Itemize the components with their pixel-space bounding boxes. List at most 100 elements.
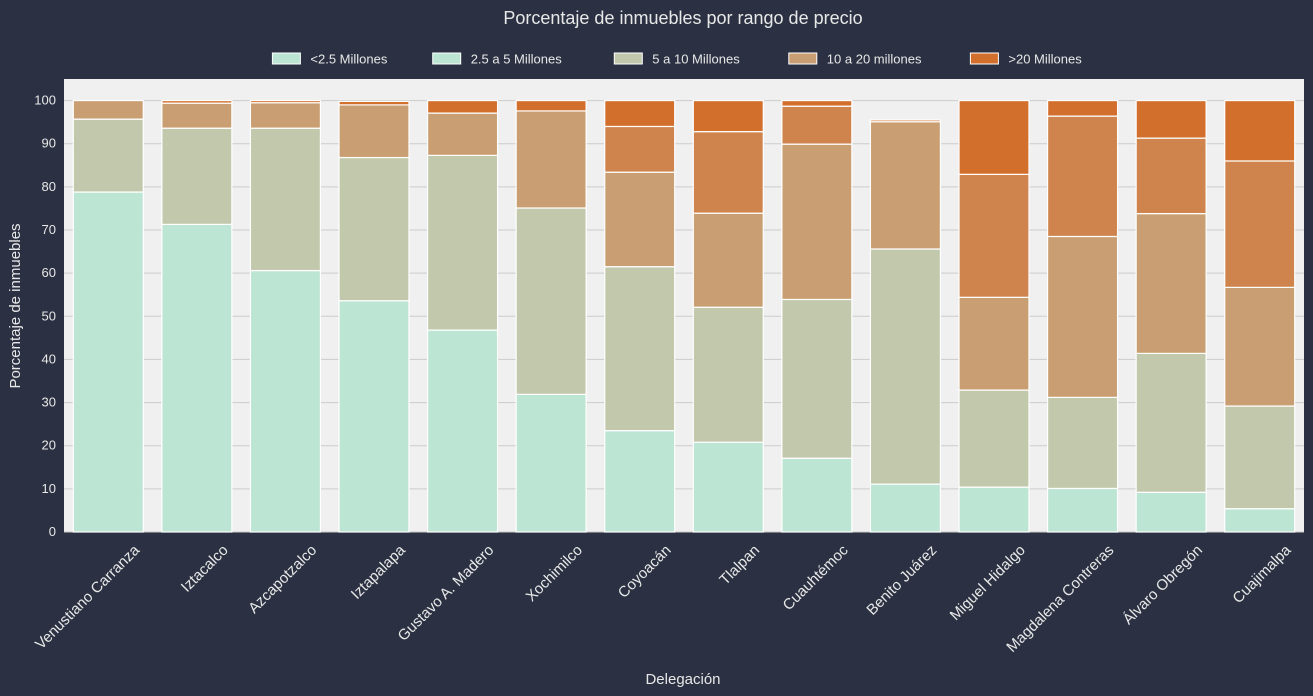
y-tick-label: 50 xyxy=(42,308,56,323)
bar-segment xyxy=(161,223,233,533)
bar-segment xyxy=(604,99,676,128)
x-tick-label: Iztapalapa xyxy=(348,541,409,602)
y-tick-label: 100 xyxy=(34,93,56,108)
y-axis-label: Porcentaje de inmuebles xyxy=(7,223,24,388)
bar-segment xyxy=(692,99,764,133)
x-tick-label: Álvaro Obregón xyxy=(1120,542,1206,628)
bar-segment xyxy=(515,393,587,533)
bar-segment xyxy=(249,269,322,533)
x-tick-label: Gustavo A. Madero xyxy=(395,542,498,645)
legend-item: 5 a 10 Millones xyxy=(613,52,740,67)
legend: <2.5 Millones 2.5 a 5 Millones 5 a 10 Mill… xyxy=(271,52,1082,67)
bar-segment xyxy=(72,118,144,193)
y-axis-ticks: 0 10 20 30 40 50 60 70 80 90 100 xyxy=(34,93,56,539)
bar-segment xyxy=(604,171,676,268)
legend-swatch xyxy=(613,52,643,65)
y-tick-label: 80 xyxy=(42,179,56,194)
x-tick-label: Cuauhtémoc xyxy=(780,541,853,614)
legend-item: >20 Millones xyxy=(969,52,1082,67)
bar-segment xyxy=(958,389,1030,488)
bar-segment xyxy=(604,266,676,432)
y-tick-label: 40 xyxy=(42,351,56,366)
legend-swatch xyxy=(432,52,462,65)
y-tick-label: 60 xyxy=(42,265,56,280)
bar-segment xyxy=(604,125,676,173)
bar-segment xyxy=(426,112,499,156)
bar-segment xyxy=(161,99,233,104)
bar-segment xyxy=(1046,235,1119,398)
bar-segment xyxy=(781,105,853,145)
legend-swatch xyxy=(969,52,999,65)
x-axis-label: Delegación xyxy=(645,671,720,688)
bar-segment xyxy=(338,156,410,302)
y-tick-label: 90 xyxy=(42,136,56,151)
bar-segment xyxy=(1046,99,1119,117)
y-tick-label: 20 xyxy=(42,438,56,453)
legend-item: 2.5 a 5 Millones xyxy=(432,52,563,67)
bar-segment xyxy=(338,100,410,106)
y-tick-label: 0 xyxy=(49,524,56,539)
bar-segment xyxy=(249,127,322,272)
x-tick-label: Benito Juárez xyxy=(863,542,940,619)
bar-segment xyxy=(869,483,942,533)
bar-segment xyxy=(1135,137,1207,215)
legend-item: 10 a 20 millones xyxy=(788,52,922,67)
legend-swatch xyxy=(271,52,301,65)
x-tick-label: Cuajimalpa xyxy=(1229,541,1295,607)
bars xyxy=(72,99,1296,533)
x-tick-label: Miguel Hidalgo xyxy=(947,542,1029,624)
bar-segment xyxy=(338,104,410,159)
bar-segment xyxy=(161,127,233,225)
bar-segment xyxy=(161,102,233,129)
bar-segment xyxy=(1046,396,1119,490)
bar-segment xyxy=(249,102,322,129)
bar-segment xyxy=(515,207,587,395)
legend-label: 5 a 10 Millones xyxy=(652,52,740,67)
bar-segment xyxy=(781,298,853,459)
legend-label: <2.5 Millones xyxy=(310,52,387,67)
x-tick-label: Xochimilco xyxy=(523,542,586,605)
bar-segment xyxy=(869,119,942,123)
x-tick-label: Coyoacán xyxy=(615,542,675,602)
legend-label: >20 Millones xyxy=(1008,52,1082,67)
bar-segment xyxy=(958,486,1030,533)
bar-segment xyxy=(781,457,853,533)
bar-segment xyxy=(1224,160,1296,288)
legend-label: 10 a 20 millones xyxy=(827,52,922,67)
bar-segment xyxy=(781,99,853,107)
bar-segment xyxy=(1046,115,1119,238)
y-tick-label: 70 xyxy=(42,222,56,237)
legend-swatch xyxy=(788,52,818,65)
bar-segment xyxy=(426,154,499,331)
x-axis-ticks: Venustiano Carranza Iztacalco Azcapotzalco… xyxy=(32,541,1295,655)
bar-segment xyxy=(1135,491,1207,533)
bar-segment xyxy=(72,191,144,533)
bar-segment xyxy=(869,121,942,250)
bar-segment xyxy=(1135,99,1207,139)
legend-item: <2.5 Millones xyxy=(271,52,388,67)
bar-segment xyxy=(1046,487,1119,533)
bar-segment xyxy=(1135,352,1207,493)
bar-segment xyxy=(426,99,499,114)
bar-segment xyxy=(692,212,764,308)
y-tick-label: 30 xyxy=(42,395,56,410)
x-tick-label: Tlalpan xyxy=(716,542,763,589)
bar-segment xyxy=(72,99,144,120)
bar-segment xyxy=(692,306,764,443)
bar-segment xyxy=(1224,405,1296,510)
bar-segment xyxy=(338,300,410,533)
bar-segment xyxy=(958,173,1030,298)
bar-segment xyxy=(692,441,764,533)
y-tick-label: 10 xyxy=(42,481,56,496)
bar-segment xyxy=(426,329,499,533)
bar-segment xyxy=(249,99,322,104)
bar-segment xyxy=(1135,213,1207,354)
bar-segment xyxy=(1224,286,1296,407)
legend-label: 2.5 a 5 Millones xyxy=(471,52,563,67)
bar-segment xyxy=(1224,99,1296,162)
bar-segment xyxy=(869,248,942,485)
x-tick-label: Iztacalco xyxy=(178,542,232,596)
bar-segment xyxy=(515,110,587,209)
